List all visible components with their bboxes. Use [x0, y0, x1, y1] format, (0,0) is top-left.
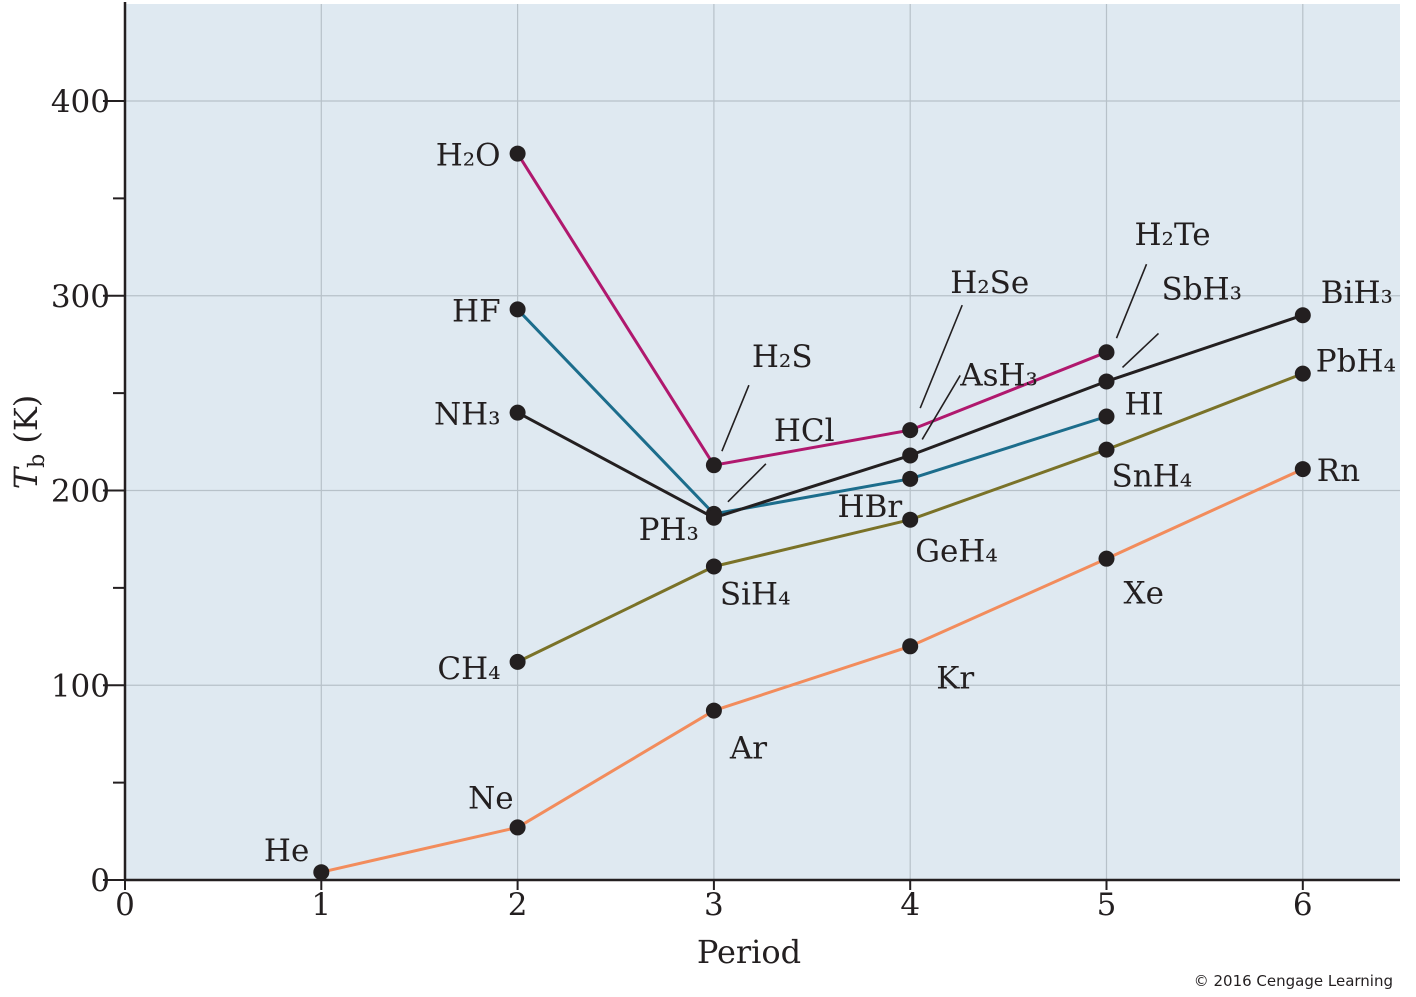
copyright-notice: © 2016 Cengage Learning	[1194, 972, 1393, 990]
x-tick-label: 5	[1097, 887, 1117, 923]
point-label: He	[264, 833, 309, 869]
point-label: H₂Se	[950, 265, 1029, 301]
y-tick-label: 200	[51, 474, 110, 510]
x-tick-label: 3	[704, 887, 724, 923]
y-tick-label: 400	[51, 84, 110, 120]
point-label: H₂S	[752, 339, 813, 375]
point-label: H₂Te	[1135, 217, 1211, 253]
data-points	[313, 145, 1311, 881]
grid-lines	[125, 4, 1400, 880]
data-point	[509, 819, 526, 836]
data-point	[1098, 408, 1115, 425]
point-label: HF	[452, 293, 501, 329]
data-point	[1098, 344, 1115, 361]
data-point	[313, 864, 330, 881]
x-tick-label: 6	[1293, 887, 1313, 923]
series-line	[320, 467, 1304, 874]
x-axis-title: Period	[697, 933, 801, 971]
data-point	[509, 145, 526, 162]
point-label: PH₃	[639, 512, 699, 548]
x-tick-label: 1	[311, 887, 331, 923]
point-label: Kr	[936, 660, 974, 696]
data-point	[902, 638, 919, 655]
point-label: HCl	[774, 413, 835, 449]
series-line	[516, 308, 1107, 516]
axes	[103, 2, 1400, 890]
point-label: Xe	[1124, 576, 1164, 612]
y-axis-symbol: T	[7, 465, 45, 489]
data-point	[705, 509, 722, 526]
data-point	[902, 447, 919, 464]
y-axis-subscript: b	[25, 454, 50, 468]
x-tick-label: 4	[900, 887, 920, 923]
data-point	[1294, 461, 1311, 478]
label-leader-line	[727, 463, 767, 503]
data-point	[1098, 373, 1115, 390]
point-label: NH₃	[434, 397, 501, 433]
point-label: SnH₄	[1112, 459, 1193, 495]
y-tick-label: 100	[51, 668, 110, 704]
point-label: BiH₃	[1321, 275, 1393, 311]
data-point	[509, 404, 526, 421]
point-label: Ar	[729, 731, 767, 767]
series-line	[516, 152, 1108, 467]
point-label: PbH₄	[1316, 344, 1396, 380]
label-leader-line	[1121, 332, 1160, 369]
point-label: HI	[1125, 386, 1164, 422]
plot-background	[126, 4, 1400, 880]
label-leader-lines	[721, 263, 1160, 503]
label-leader-line	[1115, 263, 1148, 339]
point-label: H₂O	[436, 138, 501, 174]
point-label: Rn	[1317, 453, 1360, 489]
data-point	[509, 653, 526, 670]
data-point	[1098, 550, 1115, 567]
data-point	[705, 558, 722, 575]
point-label: HBr	[838, 489, 903, 525]
data-point	[902, 470, 919, 487]
point-label: CH₄	[437, 651, 500, 687]
data-point	[902, 422, 919, 439]
y-tick-label: 300	[51, 279, 110, 315]
y-axis-title: Tb (K)	[7, 395, 50, 489]
data-point	[509, 301, 526, 318]
data-point	[1294, 365, 1311, 382]
label-leader-line	[919, 304, 963, 409]
point-label: SiH₄	[720, 576, 791, 612]
data-point	[902, 511, 919, 528]
data-point	[1294, 307, 1311, 324]
tick-labels: 0 1 2 3 4 5 6 0 100 200 300 400	[51, 84, 1313, 923]
point-labels: H₂O H₂S H₂Se H₂Te HF HCl HBr HI NH₃ PH₃ AsH₃ SbH₃ Bi…	[264, 138, 1396, 870]
y-axis-unit: (K)	[7, 395, 45, 454]
data-point	[705, 457, 722, 474]
data-point	[1098, 441, 1115, 458]
y-tick-label: 0	[90, 863, 110, 899]
label-leader-line	[721, 384, 750, 452]
x-tick-label: 0	[115, 887, 135, 923]
point-label: AsH₃	[959, 357, 1038, 393]
point-label: GeH₄	[915, 534, 998, 570]
point-label: Ne	[468, 780, 513, 816]
label-leader-line	[921, 375, 961, 440]
x-tick-label: 2	[508, 887, 528, 923]
point-label: SbH₃	[1162, 271, 1243, 307]
data-point	[705, 702, 722, 719]
